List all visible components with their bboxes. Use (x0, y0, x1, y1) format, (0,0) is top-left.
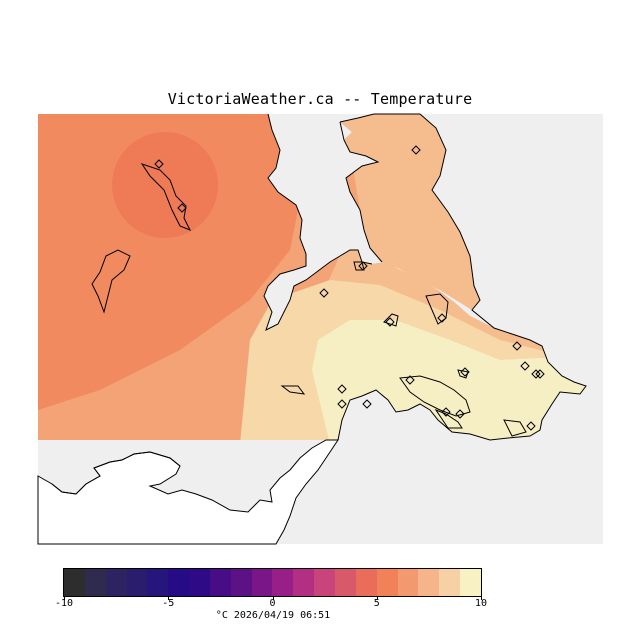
colorbar-swatch (376, 569, 398, 596)
station-marker (337, 384, 347, 394)
station-marker (319, 288, 329, 298)
colorbar-swatch (355, 569, 377, 596)
station-marker (531, 369, 541, 379)
colorbar-swatch (64, 569, 85, 596)
colorbar-tick-label: 0 (269, 598, 276, 609)
colorbar-tick-label: 10 (474, 598, 488, 609)
colorbar-swatches (63, 568, 482, 597)
colorbar-swatch (397, 569, 419, 596)
station-marker (526, 421, 536, 431)
station-marker (455, 409, 465, 419)
station-marker (437, 313, 447, 323)
colorbar-swatch (418, 569, 440, 596)
colorbar-tick-label: 5 (373, 598, 380, 609)
temperature-zones (38, 114, 586, 440)
station-marker (337, 399, 347, 409)
station-marker (460, 367, 470, 377)
station-marker (385, 317, 395, 327)
colorbar-swatch (189, 569, 210, 596)
colorbar-swatch (230, 569, 252, 596)
colorbar-swatch (84, 569, 106, 596)
colorbar-tick (272, 596, 274, 600)
colorbar-swatch (293, 569, 315, 596)
colorbar-caption: °C 2026/04/19 06:51 (215, 610, 331, 621)
colorbar-swatch (126, 569, 148, 596)
colorbar-swatch (314, 569, 335, 596)
station-marker (177, 203, 187, 213)
colorbar-swatch (272, 569, 294, 596)
colorbar-swatch (168, 569, 190, 596)
colorbar-swatch (209, 569, 231, 596)
colorbar-swatch (460, 569, 481, 596)
colorbar-swatch (439, 569, 461, 596)
map-title: VictoriaWeather.ca -- Temperature (167, 90, 473, 108)
station-marker (520, 361, 530, 371)
colorbar-swatch (334, 569, 356, 596)
colorbar-tick-label: -10 (54, 598, 74, 609)
colorbar-tick (481, 596, 482, 600)
station-marker (411, 145, 421, 155)
station-marker (405, 375, 415, 385)
colorbar-tick-label: -5 (162, 598, 175, 609)
colorbar-tick (376, 596, 378, 600)
colorbar: -10 -5 0 5 10 °C 2026/04/19 06:51 (55, 568, 487, 634)
colorbar-tick (168, 596, 170, 600)
station-marker (358, 261, 368, 271)
colorbar-swatch (105, 569, 127, 596)
colorbar-swatch (147, 569, 169, 596)
station-marker (535, 369, 545, 379)
station-marker (154, 159, 164, 169)
station-marker (512, 341, 522, 351)
weather-stations (154, 145, 545, 431)
colorbar-swatch (251, 569, 273, 596)
coastlines (51, 113, 587, 495)
colorbar-tick (64, 596, 65, 600)
station-marker (362, 399, 372, 409)
station-marker (441, 407, 451, 417)
